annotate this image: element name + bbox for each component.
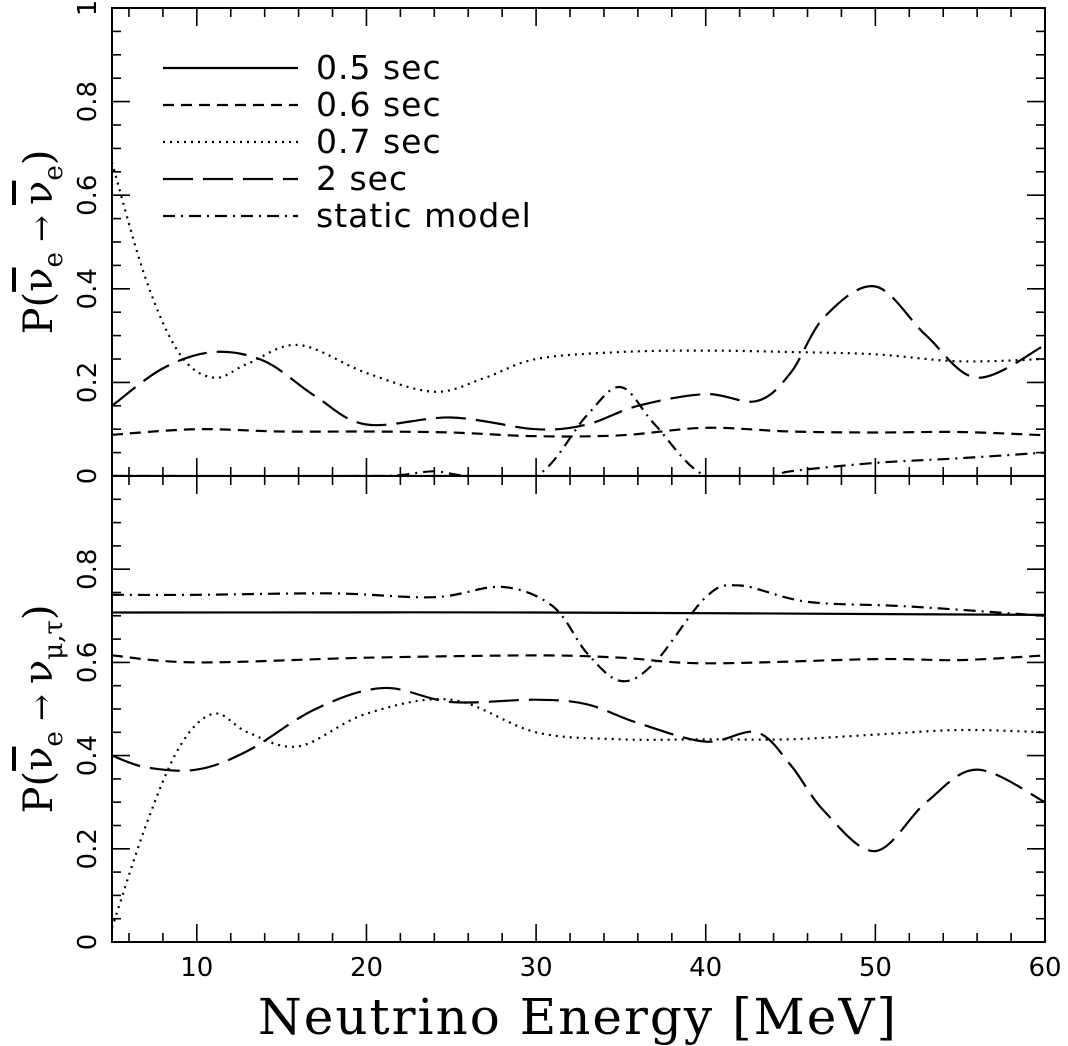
x-tick-labels: 10 20 30 40 50 60 (180, 953, 1061, 983)
y-axis-ticks (112, 7, 1045, 477)
plot-frame (111, 475, 1046, 943)
x-axis-ticks (128, 476, 1046, 942)
panels-layer: 00.20.40.60.81P(νe → νe)00.20.40.60.8P(ν… (16, 0, 1062, 983)
series-line-0-7-sec (112, 162, 1045, 393)
y-axis-title: P(νe → νμ,τ) (16, 605, 69, 814)
x-tick-label: 50 (859, 953, 892, 983)
series-line-0-5-sec (112, 611, 1045, 616)
x-axis-title: Neutrino Energy [MeV] (258, 988, 898, 1046)
y-tick-label: 0 (73, 934, 103, 951)
y-tick-label: 0.6 (73, 642, 103, 683)
y-title-to-sub: μ,τ (39, 620, 69, 660)
y-title-arrow: → (22, 684, 60, 731)
legend-label-0-7-sec: 0.7 sec (316, 122, 442, 161)
y-tick-label: 0.8 (73, 81, 103, 122)
series-line-static-model (112, 385, 1045, 476)
y-tick-label: 0.4 (73, 268, 103, 309)
y-title-to: ν (16, 181, 62, 205)
y-title-arrow: → (22, 205, 60, 252)
series-group (112, 584, 1045, 929)
x-tick-label: 60 (1028, 953, 1061, 983)
y-tick-label: 1 (73, 0, 103, 16)
y-tick-label: 0.4 (73, 735, 103, 776)
legend-label-2-sec: 2 sec (316, 159, 408, 198)
y-title-suffix: ) (16, 605, 62, 621)
legend-label-0-6-sec: 0.6 sec (316, 85, 442, 124)
x-tick-label: 10 (180, 953, 213, 983)
panel-top: 00.20.40.60.81P(νe → νe) (16, 0, 1046, 485)
y-tick-label: 0.2 (73, 362, 103, 403)
y-tick-label: 0 (73, 468, 103, 485)
panel-bottom: 00.20.40.60.8P(νe → νμ,τ) (16, 475, 1046, 951)
series-line-0-6-sec (112, 654, 1045, 665)
series-line-2-sec (112, 686, 1045, 853)
y-title-suffix: ) (16, 150, 62, 166)
series-line-static-model (112, 584, 1045, 683)
x-tick-label: 30 (520, 953, 553, 983)
y-tick-label: 0.6 (73, 175, 103, 216)
y-title-to-sub: e (39, 165, 69, 180)
y-title-to: ν (16, 660, 62, 684)
y-title-from-sub: e (39, 731, 69, 746)
series-line-0-6-sec (112, 426, 1045, 438)
y-title-prefix: P( (16, 292, 62, 335)
series-line-2-sec (112, 285, 1045, 431)
legend-label-static-model: static model (316, 196, 532, 235)
y-axis-title: P(νe → νe) (16, 150, 69, 335)
x-tick-label: 40 (689, 953, 722, 983)
legend-label-0-5-sec: 0.5 sec (316, 48, 442, 87)
series-line-0-7-sec (112, 698, 1045, 929)
y-tick-label: 0.8 (73, 549, 103, 590)
y-title-from: ν (16, 747, 62, 771)
y-axis-ticks (112, 475, 1045, 943)
y-title-from-sub: e (39, 252, 69, 267)
y-title-prefix: P( (16, 771, 62, 814)
y-title-from: ν (16, 268, 62, 292)
y-tick-label: 0.2 (73, 828, 103, 869)
plot-frame (111, 7, 1046, 477)
x-tick-label: 20 (350, 953, 383, 983)
x-axis-ticks (128, 8, 1046, 476)
series-group (112, 162, 1045, 476)
